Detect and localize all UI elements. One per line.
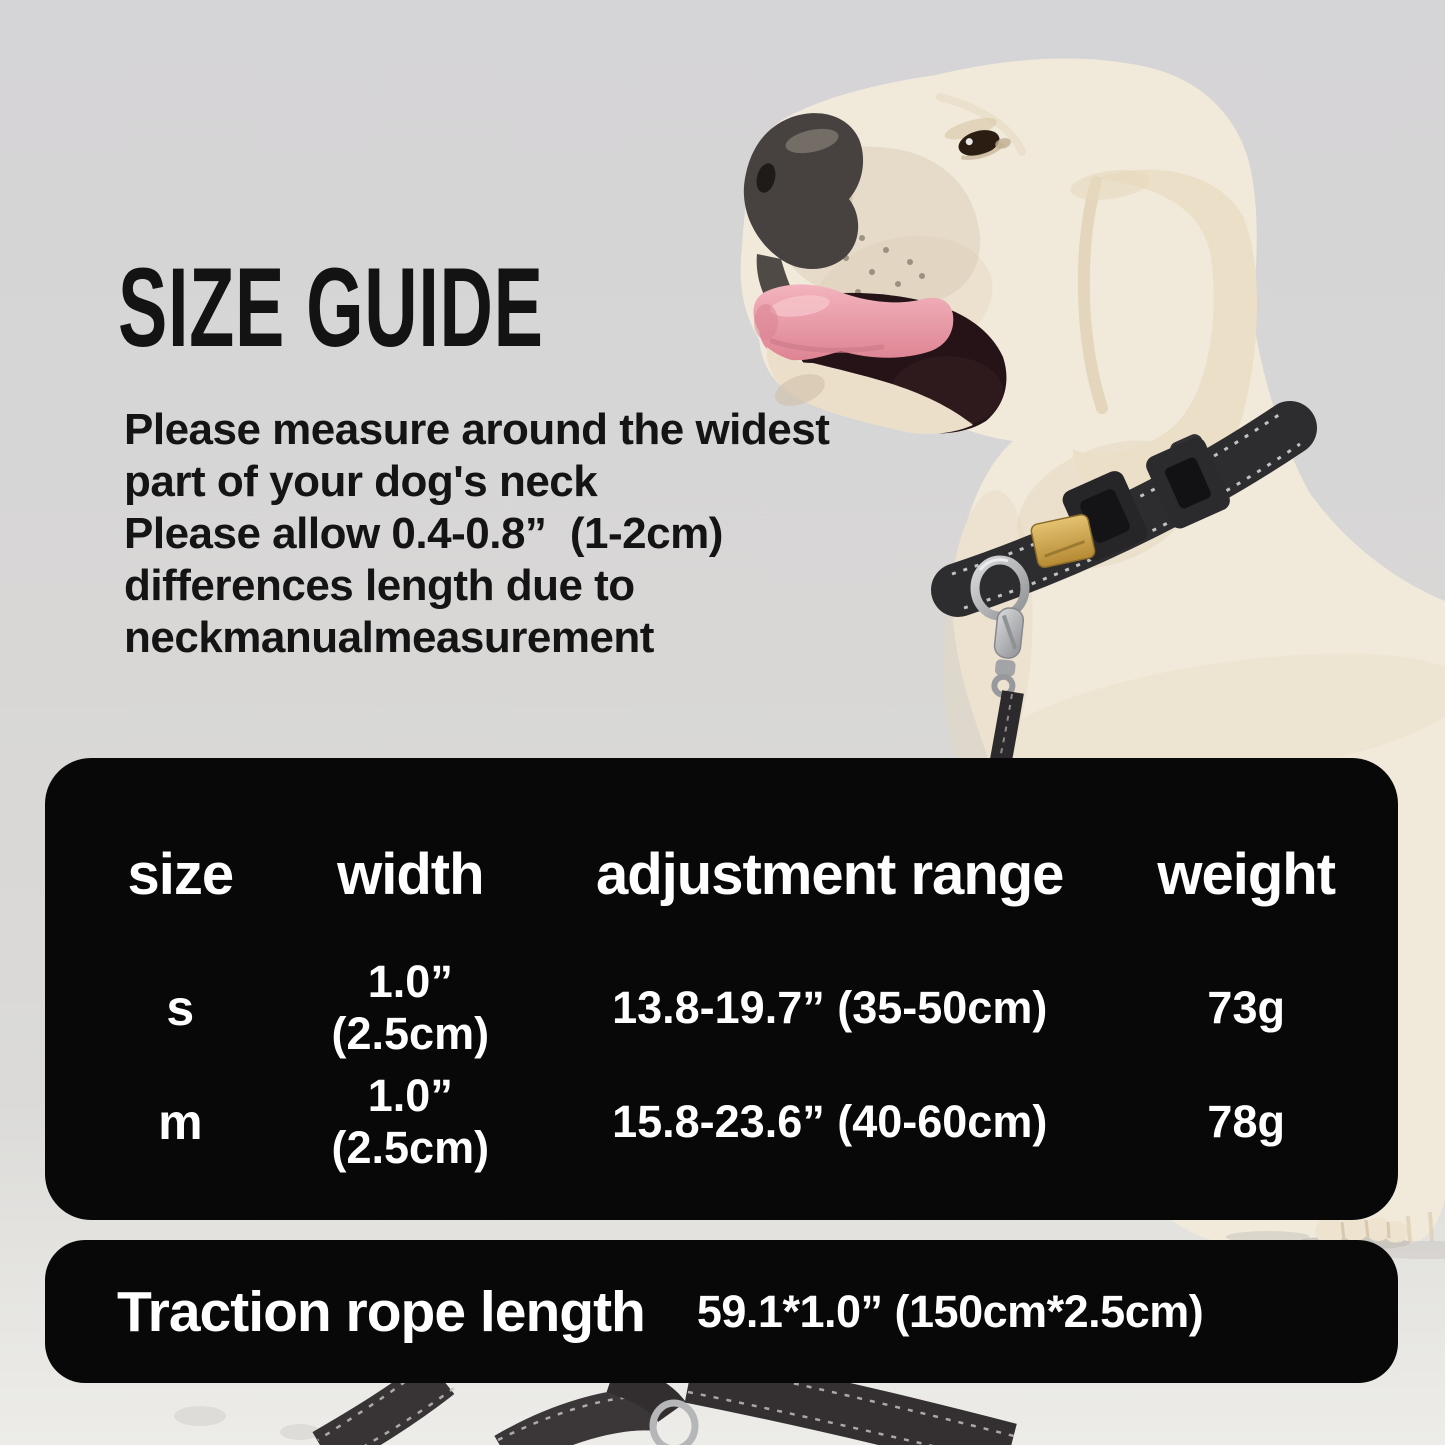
column-header-adjustment-range: adjustment range (596, 841, 1064, 907)
dog-ear (1070, 169, 1258, 502)
column-header-weight: weight (1157, 841, 1336, 907)
rope-length-bar: Traction rope length 59.1*1.0” (150cm*2.… (45, 1240, 1398, 1383)
dog-collar (931, 401, 1317, 617)
leash-d-ring (649, 1399, 699, 1445)
dog-mouth (753, 284, 1007, 434)
leash-strap (990, 690, 1024, 762)
column-header-width: width (337, 841, 484, 907)
size-table-header-row: size width adjustment range weight (45, 828, 1398, 920)
collar-buckle (1146, 437, 1230, 529)
cell-adjustment-range: 13.8-19.7” (35-50cm) (612, 982, 1048, 1033)
rope-length-label: Traction rope length (117, 1279, 646, 1344)
column-header-size: size (127, 841, 234, 907)
cell-width: 1.0” (2.5cm) (331, 1070, 490, 1173)
cell-size: s (166, 980, 195, 1036)
cell-adjustment-range: 15.8-23.6” (40-60cm) (612, 1096, 1048, 1147)
table-row-size-m: m 1.0” (2.5cm) 15.8-23.6” (40-60cm) 78g (45, 1070, 1398, 1173)
leash-clip (970, 555, 1030, 698)
rope-length-value: 59.1*1.0” (150cm*2.5cm) (696, 1285, 1204, 1337)
table-row-size-s: s 1.0” (2.5cm) 13.8-19.7” (35-50cm) 73g (45, 956, 1398, 1059)
cell-size: m (158, 1094, 203, 1150)
page-title: SIZE GUIDE (118, 245, 544, 370)
cell-weight: 73g (1207, 982, 1285, 1033)
dog-nose (743, 113, 864, 270)
dog-muzzle (743, 113, 981, 328)
collar-gold-tag (1030, 514, 1096, 568)
cell-width: 1.0” (2.5cm) (331, 956, 490, 1059)
cell-weight: 78g (1207, 1096, 1285, 1147)
measure-instructions: Please measure around the widest part of… (124, 405, 830, 662)
dog-eye (944, 118, 1011, 160)
size-table-panel: size width adjustment range weight s 1.0… (45, 758, 1398, 1220)
